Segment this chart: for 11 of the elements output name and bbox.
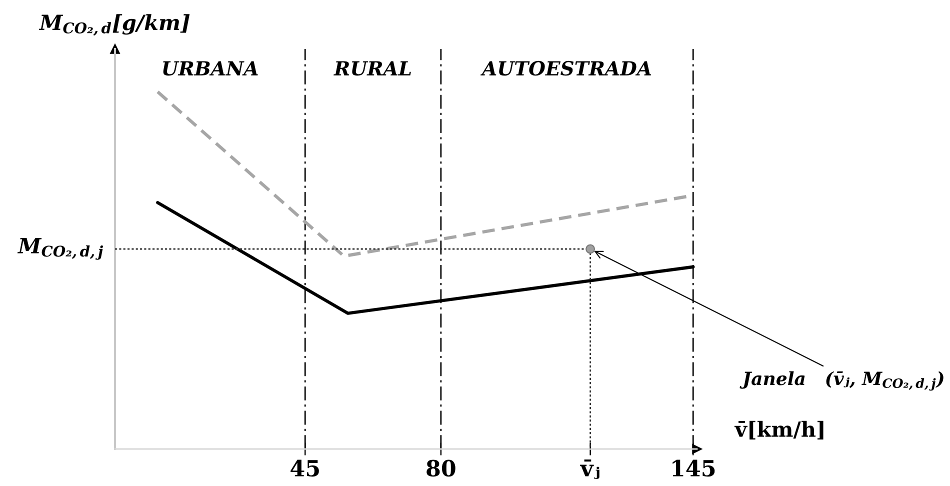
- x-tick-label: v̄ⱼ: [580, 460, 600, 479]
- x-axis-title: v̄[km/h]: [734, 420, 824, 440]
- text: RURAL: [334, 61, 411, 76]
- annotation: M$_{CO₂,d,j}$: [17, 238, 104, 260]
- x-tick-label: 80: [426, 460, 456, 477]
- x-tick-label: 145: [672, 460, 715, 477]
- text: AUTOESTRADA: [480, 60, 652, 76]
- annotation: Janela (v̄ⱼ, M$_{CO₂,d,j}$): [740, 371, 944, 391]
- text: URBANA: [163, 61, 258, 76]
- y-axis-title: M$_{CO₂,d}$[g/km]: [38, 14, 190, 36]
- x-tick-label: 45: [290, 460, 319, 477]
